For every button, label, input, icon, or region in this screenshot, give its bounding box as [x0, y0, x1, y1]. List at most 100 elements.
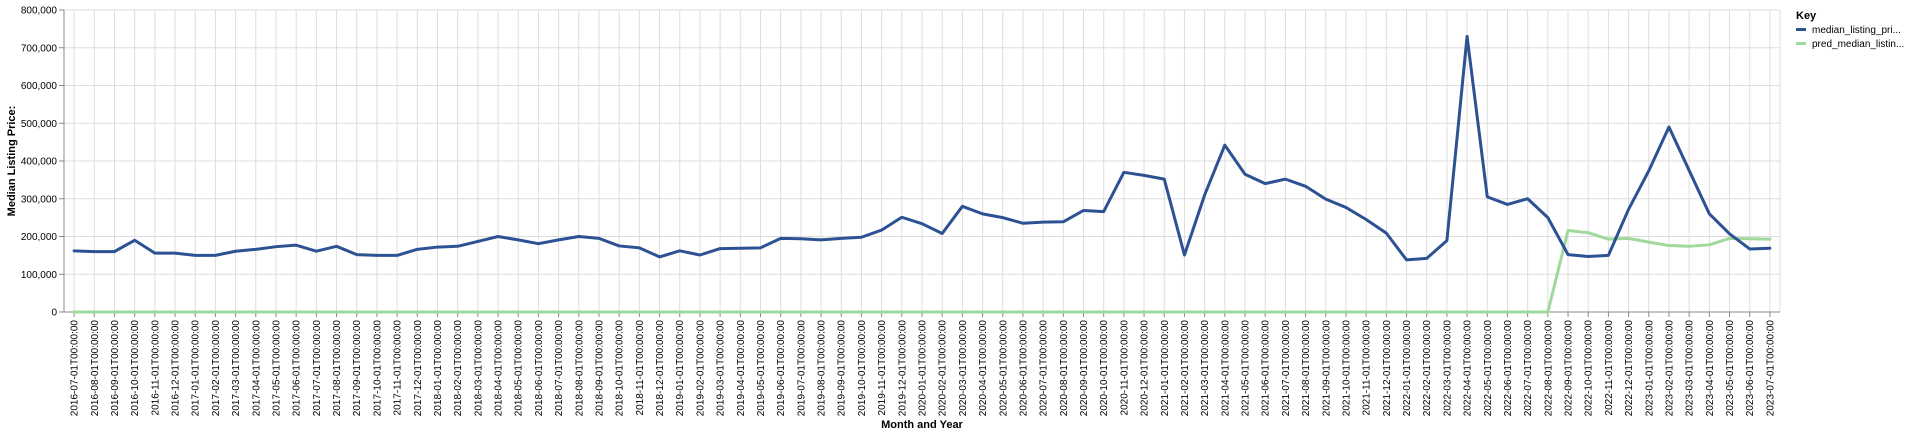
x-tick-label: 2022-12-01T00:00:00	[1624, 320, 1635, 417]
x-tick-label: 2021-03-01T00:00:00	[1200, 320, 1211, 417]
x-tick-label: 2022-03-01T00:00:00	[1442, 320, 1453, 417]
x-tick-label: 2018-09-01T00:00:00	[594, 320, 605, 417]
legend-title: Key	[1796, 10, 1817, 22]
x-tick-label: 2016-10-01T00:00:00	[130, 320, 141, 417]
x-tick-label: 2018-02-01T00:00:00	[453, 320, 464, 417]
x-tick-label: 2018-01-01T00:00:00	[433, 320, 444, 417]
y-axis-title: Median Listing Price:	[6, 106, 18, 217]
x-tick-label: 2017-10-01T00:00:00	[372, 320, 383, 417]
x-tick-label: 2016-12-01T00:00:00	[171, 320, 182, 417]
x-tick-label: 2019-05-01T00:00:00	[756, 320, 767, 417]
x-tick-label: 2022-07-01T00:00:00	[1523, 320, 1534, 417]
legend-label: pred_median_listin...	[1812, 39, 1904, 50]
x-tick-label: 2021-09-01T00:00:00	[1321, 320, 1332, 417]
x-tick-label: 2018-08-01T00:00:00	[574, 320, 585, 417]
legend-items: median_listing_pri... pred_median_listin.…	[1796, 25, 1904, 50]
x-tick-label: 2018-11-01T00:00:00	[635, 320, 646, 416]
x-tick-label: 2020-02-01T00:00:00	[938, 320, 949, 417]
x-tick-label: 2021-04-01T00:00:00	[1220, 320, 1231, 417]
x-tick-label: 2022-05-01T00:00:00	[1483, 320, 1494, 417]
x-axis-ticks: 2016-07-01T00:00:00 2016-08-01T00:00:00 20…	[70, 312, 1776, 417]
x-tick-label: 2018-05-01T00:00:00	[514, 320, 525, 417]
series-line-0	[72, 34, 1772, 262]
x-tick-label: 2017-06-01T00:00:00	[292, 320, 303, 417]
y-tick-label: 800,000	[21, 6, 58, 17]
x-tick-label: 2021-05-01T00:00:00	[1241, 320, 1252, 417]
x-tick-label: 2021-12-01T00:00:00	[1382, 320, 1393, 417]
x-tick-label: 2022-01-01T00:00:00	[1402, 320, 1413, 417]
x-tick-label: 2020-10-01T00:00:00	[1099, 320, 1110, 417]
gridlines	[64, 9, 1781, 313]
y-tick-label: 600,000	[21, 81, 58, 92]
x-tick-label: 2020-11-01T00:00:00	[1119, 320, 1130, 416]
x-tick-label: 2017-05-01T00:00:00	[271, 320, 282, 417]
y-tick-label: 300,000	[21, 194, 58, 205]
x-tick-label: 2018-12-01T00:00:00	[655, 320, 666, 417]
x-axis-title: Month and Year	[881, 419, 963, 431]
x-tick-label: 2021-07-01T00:00:00	[1281, 320, 1292, 417]
x-tick-label: 2017-03-01T00:00:00	[231, 320, 242, 417]
x-tick-label: 2019-09-01T00:00:00	[837, 320, 848, 417]
x-tick-label: 2018-10-01T00:00:00	[615, 320, 626, 417]
x-tick-label: 2021-08-01T00:00:00	[1301, 320, 1312, 417]
x-tick-label: 2019-10-01T00:00:00	[857, 320, 868, 417]
x-tick-label: 2023-06-01T00:00:00	[1745, 320, 1756, 417]
x-tick-label: 2022-04-01T00:00:00	[1463, 320, 1474, 417]
x-tick-label: 2017-07-01T00:00:00	[312, 320, 323, 417]
x-tick-label: 2021-06-01T00:00:00	[1261, 320, 1272, 417]
x-tick-label: 2017-04-01T00:00:00	[251, 320, 262, 417]
x-tick-label: 2017-08-01T00:00:00	[332, 320, 343, 417]
series-lines	[72, 34, 1772, 314]
x-tick-label: 2023-05-01T00:00:00	[1725, 320, 1736, 417]
series-line-1	[72, 228, 1772, 314]
x-tick-label: 2017-12-01T00:00:00	[413, 320, 424, 417]
x-tick-label: 2022-10-01T00:00:00	[1584, 320, 1595, 417]
x-tick-label: 2020-09-01T00:00:00	[1079, 320, 1090, 417]
x-tick-label: 2017-01-01T00:00:00	[191, 320, 202, 417]
x-tick-label: 2019-06-01T00:00:00	[776, 320, 787, 417]
x-tick-label: 2020-05-01T00:00:00	[998, 320, 1009, 417]
y-tick-label: 200,000	[21, 232, 58, 243]
x-tick-label: 2019-11-01T00:00:00	[877, 320, 888, 416]
x-tick-label: 2022-11-01T00:00:00	[1604, 320, 1615, 416]
y-axis-ticks: 0 100,000 200,000 300,000 400,000 500,000 600,…	[21, 6, 64, 319]
x-tick-label: 2017-02-01T00:00:00	[211, 320, 222, 417]
x-tick-label: 2020-08-01T00:00:00	[1059, 320, 1070, 417]
x-tick-label: 2018-04-01T00:00:00	[494, 320, 505, 417]
x-tick-label: 2022-06-01T00:00:00	[1503, 320, 1514, 417]
x-tick-label: 2022-08-01T00:00:00	[1543, 320, 1554, 417]
x-tick-label: 2019-02-01T00:00:00	[695, 320, 706, 417]
legend-label: median_listing_pri...	[1812, 25, 1901, 36]
legend: Key median_listing_pri... pred_median_lis…	[1796, 10, 1904, 50]
x-tick-label: 2021-11-01T00:00:00	[1362, 320, 1373, 416]
x-tick-label: 2017-09-01T00:00:00	[352, 320, 363, 417]
x-tick-label: 2019-08-01T00:00:00	[817, 320, 828, 417]
y-tick-label: 0	[51, 308, 57, 319]
x-tick-label: 2019-03-01T00:00:00	[716, 320, 727, 417]
x-tick-label: 2022-09-01T00:00:00	[1564, 320, 1575, 417]
x-tick-label: 2016-08-01T00:00:00	[90, 320, 101, 417]
x-tick-label: 2021-01-01T00:00:00	[1160, 320, 1171, 417]
x-tick-label: 2016-11-01T00:00:00	[150, 320, 161, 416]
x-tick-label: 2019-12-01T00:00:00	[897, 320, 908, 417]
x-tick-label: 2022-02-01T00:00:00	[1422, 320, 1433, 417]
x-tick-label: 2018-03-01T00:00:00	[473, 320, 484, 417]
x-tick-label: 2020-07-01T00:00:00	[1039, 320, 1050, 417]
x-tick-label: 2023-04-01T00:00:00	[1705, 320, 1716, 417]
x-tick-label: 2017-11-01T00:00:00	[393, 320, 404, 416]
y-tick-label: 700,000	[21, 43, 58, 54]
x-tick-label: 2023-01-01T00:00:00	[1644, 320, 1655, 417]
x-tick-label: 2016-09-01T00:00:00	[110, 320, 121, 417]
x-tick-label: 2018-06-01T00:00:00	[534, 320, 545, 417]
y-tick-label: 500,000	[21, 119, 58, 130]
x-tick-label: 2023-07-01T00:00:00	[1765, 320, 1776, 417]
y-tick-label: 100,000	[21, 270, 58, 281]
x-tick-label: 2016-07-01T00:00:00	[70, 320, 81, 417]
x-tick-label: 2020-04-01T00:00:00	[978, 320, 989, 417]
x-tick-label: 2020-06-01T00:00:00	[1018, 320, 1029, 417]
x-tick-label: 2020-12-01T00:00:00	[1140, 320, 1151, 417]
x-tick-label: 2019-01-01T00:00:00	[675, 320, 686, 417]
x-tick-label: 2019-04-01T00:00:00	[736, 320, 747, 417]
